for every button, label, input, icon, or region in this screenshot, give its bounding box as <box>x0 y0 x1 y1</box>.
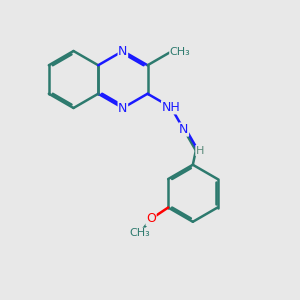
Text: H: H <box>196 146 204 155</box>
Text: N: N <box>118 101 128 115</box>
Text: N: N <box>179 123 188 136</box>
Text: CH₃: CH₃ <box>170 47 190 57</box>
Text: O: O <box>146 212 156 225</box>
Text: N: N <box>118 44 128 58</box>
Text: CH₃: CH₃ <box>129 228 150 238</box>
Text: NH: NH <box>162 101 180 114</box>
